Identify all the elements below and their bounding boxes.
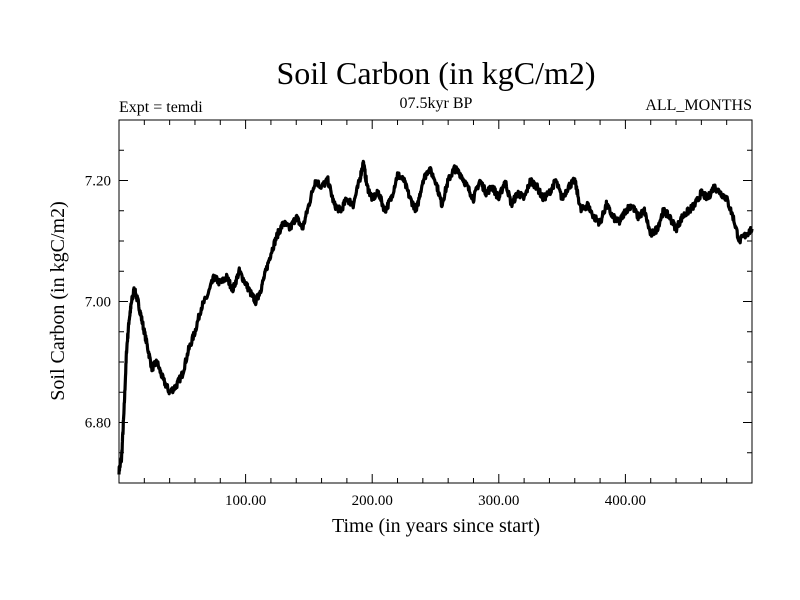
period-label: 07.5kyr BP: [400, 95, 473, 112]
months-label: ALL_MONTHS: [645, 97, 752, 114]
x-tick-label: 200.00: [352, 493, 393, 509]
x-tick-label: 100.00: [225, 493, 266, 509]
plot-area: [118, 119, 753, 484]
x-axis-label: Time (in years since start): [332, 515, 540, 537]
y-axis: 6.80 7.00 7.20: [85, 149, 752, 454]
y-tick-label: 7.20: [85, 174, 111, 190]
y-axis-label: Soil Carbon (in kgC/m2): [47, 201, 69, 400]
x-tick-label: 400.00: [605, 493, 646, 509]
expt-label: Expt = temdi: [119, 99, 203, 116]
chart-title: Soil Carbon (in kgC/m2): [276, 55, 595, 91]
x-axis: 100.00 200.00 300.00 400.00: [143, 120, 728, 509]
x-tick-label: 300.00: [478, 493, 519, 509]
y-tick-label: 6.80: [85, 416, 111, 432]
y-tick-label: 7.00: [85, 295, 111, 311]
series-line-soil-carbon: [117, 159, 754, 475]
